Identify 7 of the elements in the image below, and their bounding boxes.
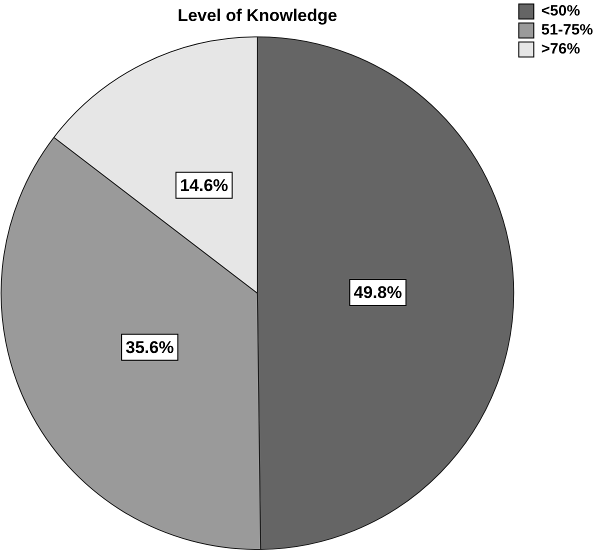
legend-label: <50% [541,2,580,20]
data-label: 35.6% [126,338,174,357]
legend-label: >76% [541,40,580,58]
data-label: 49.8% [354,283,402,302]
data-label: 14.6% [180,176,228,195]
chart-title: Level of Knowledge [178,6,338,25]
legend-label: 51-75% [541,22,593,39]
